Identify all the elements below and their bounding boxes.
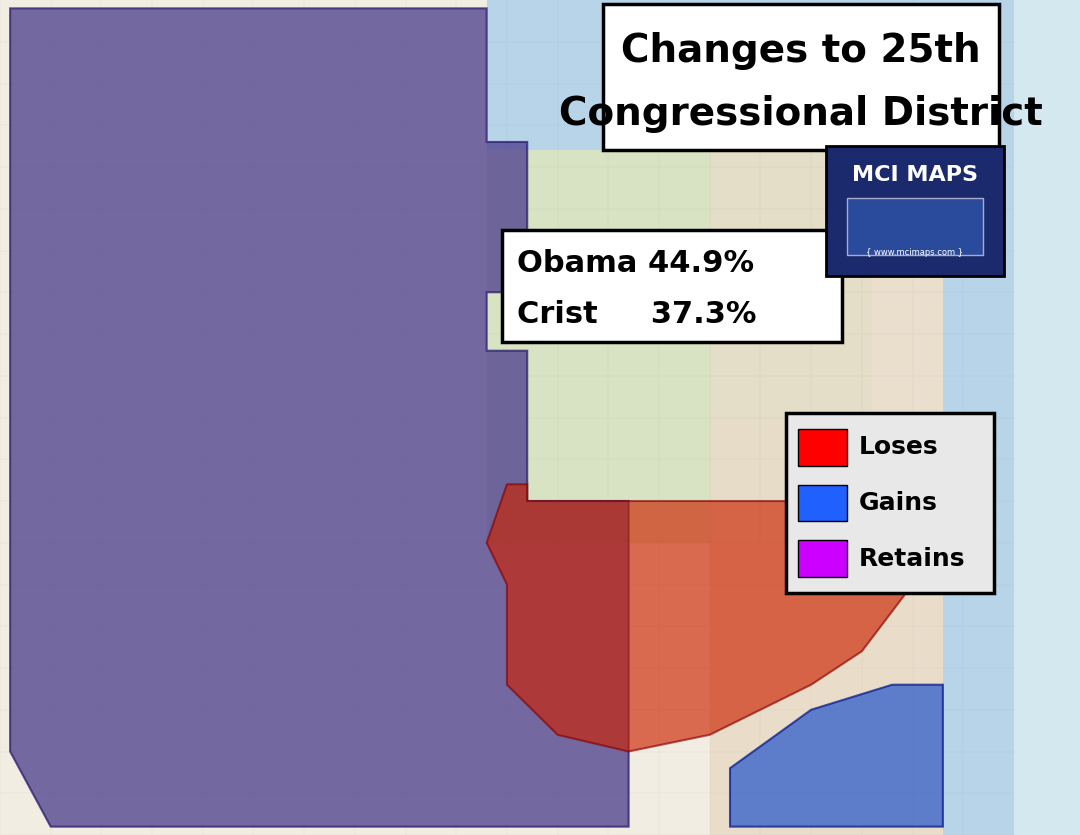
Text: Loses: Loses [859, 435, 939, 459]
Polygon shape [10, 8, 629, 827]
Polygon shape [730, 685, 943, 827]
Text: Congressional District: Congressional District [559, 94, 1043, 133]
FancyBboxPatch shape [487, 150, 872, 543]
FancyBboxPatch shape [710, 150, 943, 418]
FancyBboxPatch shape [604, 4, 999, 150]
Text: Gains: Gains [859, 491, 937, 515]
FancyBboxPatch shape [943, 0, 1014, 835]
Text: MCI MAPS: MCI MAPS [852, 164, 978, 185]
Text: Obama 44.9%: Obama 44.9% [517, 249, 754, 278]
Text: { www.mcimaps.com }: { www.mcimaps.com } [866, 248, 963, 256]
FancyBboxPatch shape [0, 0, 1014, 835]
FancyBboxPatch shape [487, 0, 943, 150]
FancyBboxPatch shape [798, 429, 847, 466]
Text: Crist     37.3%: Crist 37.3% [517, 300, 757, 329]
FancyBboxPatch shape [798, 485, 847, 521]
FancyBboxPatch shape [786, 413, 994, 593]
FancyBboxPatch shape [798, 540, 847, 577]
FancyBboxPatch shape [847, 198, 984, 255]
Text: Retains: Retains [859, 547, 966, 571]
FancyBboxPatch shape [502, 230, 841, 342]
FancyBboxPatch shape [710, 418, 943, 835]
FancyBboxPatch shape [826, 146, 1003, 276]
Text: Changes to 25th: Changes to 25th [621, 32, 981, 70]
Polygon shape [487, 484, 913, 752]
